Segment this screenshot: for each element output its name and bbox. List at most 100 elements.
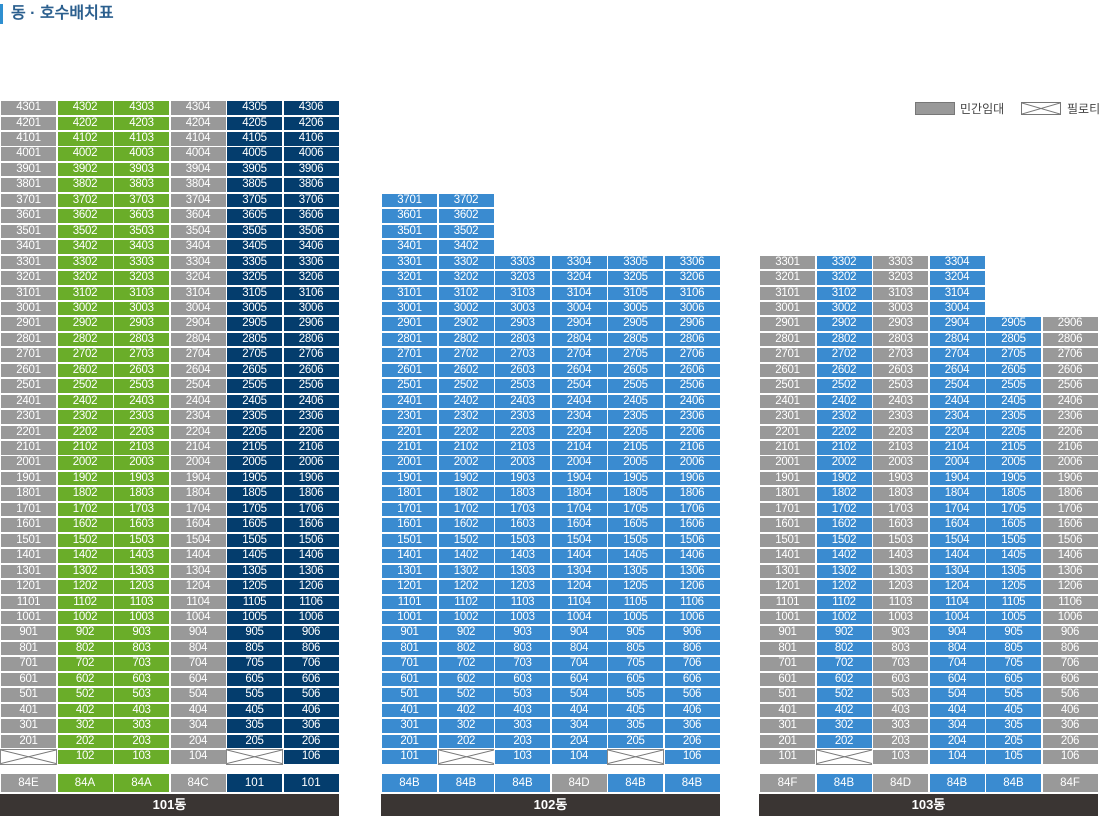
unit-cell[interactable]: 2804 [169,331,227,348]
unit-cell[interactable]: 504 [169,687,227,703]
unit-cell[interactable]: 2902 [437,316,495,332]
unit-cell[interactable]: 2804 [550,331,608,348]
unit-cell[interactable]: 701 [759,656,816,672]
unit-cell[interactable]: 1402 [815,548,873,564]
unit-cell[interactable]: 2801 [381,331,438,348]
unit-cell[interactable]: 205 [985,733,1042,750]
unit-cell[interactable]: 1102 [56,594,114,610]
unit-cell[interactable]: 1801 [0,486,57,502]
unit-cell[interactable]: 504 [550,687,608,703]
unit-cell[interactable]: 2002 [437,455,495,471]
unit-cell[interactable]: 1406 [663,548,721,564]
unit-cell[interactable]: 206 [1041,733,1099,750]
unit-cell[interactable]: 3506 [282,223,340,240]
unit-cell[interactable]: 2604 [550,362,608,379]
unit-cell[interactable]: 202 [815,733,873,750]
unit-cell[interactable]: 1605 [607,517,664,533]
unit-cell[interactable]: 401 [381,702,438,719]
unit-cell[interactable]: 2502 [56,378,114,394]
unit-cell[interactable]: 1701 [381,501,438,518]
unit-cell[interactable]: 405 [607,702,664,719]
unit-cell[interactable]: 3903 [113,161,170,178]
unit-cell[interactable]: 1902 [815,470,873,487]
unit-cell[interactable]: 3702 [56,192,114,209]
unit-cell[interactable]: 1401 [0,548,57,564]
unit-cell[interactable]: 2904 [169,316,227,332]
unit-cell[interactable]: 903 [872,625,929,641]
unit-cell[interactable]: 803 [113,640,170,657]
unit-cell[interactable]: 3302 [815,254,873,271]
unit-cell[interactable]: 1602 [56,517,114,533]
unit-cell[interactable]: 3301 [381,254,438,271]
unit-cell[interactable]: 3403 [113,239,170,255]
unit-cell[interactable]: 1303 [113,563,170,580]
unit-cell[interactable]: 1805 [226,486,283,502]
unit-cell[interactable]: 2305 [607,409,664,425]
unit-cell[interactable]: 1703 [113,501,170,518]
unit-cell[interactable]: 3904 [169,161,227,178]
unit-cell[interactable]: 902 [815,625,873,641]
unit-cell[interactable]: 3201 [759,270,816,286]
unit-cell[interactable]: 803 [872,640,929,657]
unit-cell[interactable]: 2603 [872,362,929,379]
unit-cell[interactable]: 1503 [872,532,929,549]
unit-cell[interactable]: 3005 [226,300,283,317]
unit-cell[interactable]: 601 [0,671,57,688]
unit-cell[interactable]: 1104 [928,594,986,610]
unit-cell[interactable]: 2405 [985,393,1042,410]
unit-cell[interactable]: 2201 [0,424,57,441]
unit-cell[interactable]: 102 [56,749,114,765]
unit-cell[interactable]: 1705 [985,501,1042,518]
unit-cell[interactable]: 2202 [56,424,114,441]
unit-cell[interactable]: 2306 [282,409,340,425]
unit-cell[interactable]: 3102 [815,285,873,301]
unit-cell[interactable]: 2706 [663,347,721,363]
unit-cell[interactable]: 2801 [759,331,816,348]
unit-cell[interactable]: 306 [282,718,340,734]
unit-cell[interactable]: 3303 [494,254,551,271]
unit-cell[interactable]: 3202 [437,270,495,286]
unit-cell[interactable]: 1106 [1041,594,1099,610]
unit-cell[interactable]: 2006 [282,455,340,471]
unit-cell[interactable]: 605 [226,671,283,688]
unit-cell[interactable]: 2704 [550,347,608,363]
unit-cell[interactable]: 802 [437,640,495,657]
unit-cell[interactable]: 3502 [56,223,114,240]
unit-cell[interactable]: 104 [169,749,227,765]
unit-cell[interactable]: 3704 [169,192,227,209]
unit-cell[interactable]: 2001 [0,455,57,471]
unit-cell[interactable]: 3701 [0,192,57,209]
unit-cell[interactable]: 2004 [928,455,986,471]
unit-cell[interactable]: 3604 [169,208,227,224]
unit-cell[interactable]: 2803 [872,331,929,348]
unit-cell[interactable]: 4201 [0,115,57,132]
unit-cell[interactable]: 1304 [550,563,608,580]
unit-cell[interactable]: 1302 [437,563,495,580]
unit-cell[interactable]: 804 [169,640,227,657]
unit-cell[interactable]: 304 [169,718,227,734]
unit-cell[interactable]: 1205 [226,579,283,595]
unit-cell[interactable]: 3003 [113,300,170,317]
unit-cell[interactable]: 503 [494,687,551,703]
unit-cell[interactable]: 506 [282,687,340,703]
unit-cell[interactable]: 1306 [663,563,721,580]
unit-cell[interactable]: 1903 [872,470,929,487]
unit-cell[interactable]: 2706 [1041,347,1099,363]
unit-cell[interactable]: 2803 [113,331,170,348]
unit-cell[interactable]: 2406 [282,393,340,410]
unit-cell[interactable]: 1406 [1041,548,1099,564]
unit-cell[interactable]: 2401 [0,393,57,410]
unit-cell[interactable]: 302 [815,718,873,734]
unit-cell[interactable]: 101 [381,749,438,765]
unit-cell[interactable]: 1602 [815,517,873,533]
unit-cell[interactable]: 906 [282,625,340,641]
unit-cell[interactable]: 902 [56,625,114,641]
unit-cell[interactable]: 1806 [663,486,721,502]
unit-cell[interactable]: 204 [169,733,227,750]
unit-cell[interactable]: 3001 [759,300,816,317]
unit-cell[interactable]: 402 [815,702,873,719]
unit-cell[interactable]: 2006 [1041,455,1099,471]
unit-cell[interactable]: 2804 [928,331,986,348]
unit-cell[interactable]: 3501 [381,223,438,240]
unit-cell[interactable]: 2905 [607,316,664,332]
